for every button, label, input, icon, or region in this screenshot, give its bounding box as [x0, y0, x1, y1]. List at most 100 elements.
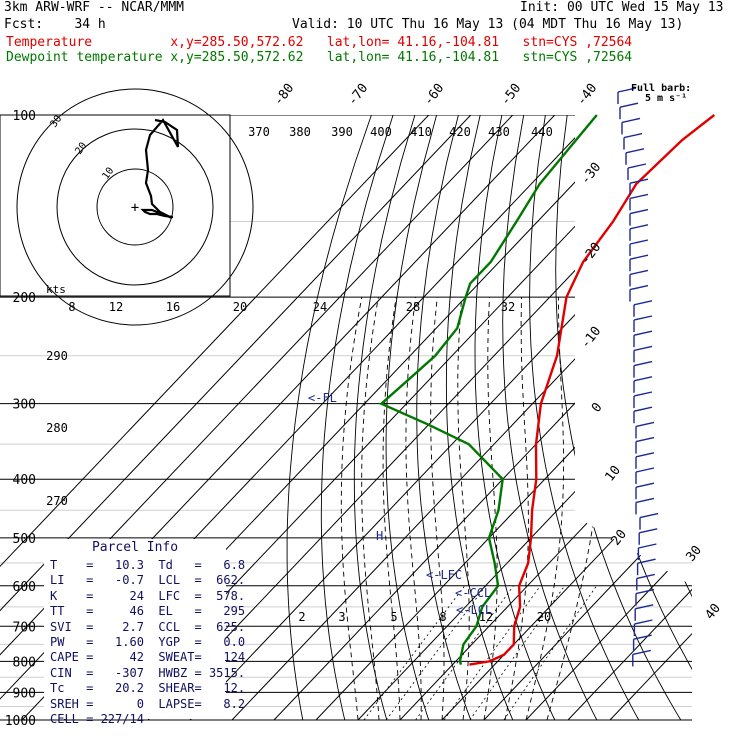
theta-label: 290 — [46, 349, 68, 363]
pressure-label: 300 — [13, 398, 36, 413]
dry-adiabat — [555, 115, 682, 720]
parcel-level-marker: <-LCL — [456, 603, 492, 617]
dry-adiabat — [605, 115, 692, 720]
hodograph-ring — [16, 88, 254, 326]
parcel-cell: CELL = 227/14 — [50, 711, 144, 726]
moist-adiabat — [546, 297, 604, 720]
mixing-ratio-line — [503, 585, 597, 720]
isotherm-line — [0, 115, 514, 720]
hodograph-origin: + — [131, 200, 139, 216]
isotherm-label: 10 — [603, 463, 624, 485]
wind-barb — [635, 467, 655, 473]
dry-adiabat — [445, 115, 514, 720]
moist-adiabat — [340, 297, 363, 720]
parcel-info-panel: Parcel Info T = 10.3 Td = 6.8 LI = -0.7 L… — [44, 539, 246, 726]
theta-label: 420 — [449, 125, 471, 139]
parcel-row: SVI = 2.7 CCL = 625. — [50, 619, 246, 634]
ring-value-label: 28 — [406, 300, 420, 314]
hodograph-units: kts — [46, 283, 66, 296]
hodograph-ring — [56, 128, 214, 286]
wind-barb — [627, 163, 647, 169]
valid-time: Valid: 10 UTC Thu 16 May 13 (04 MDT Thu … — [292, 17, 684, 32]
init-time: Init: 00 UTC Wed 15 May 13 — [520, 0, 724, 15]
wind-barb — [638, 543, 657, 549]
theta-label: 270 — [46, 494, 68, 508]
wind-barb — [635, 604, 654, 610]
dry-adiabat — [474, 115, 556, 720]
pressure-label: 900 — [13, 686, 36, 701]
dry-adiabat — [675, 115, 692, 720]
wind-barb — [633, 391, 653, 397]
top-blank — [0, 97, 740, 115]
mixing-ratio-line — [469, 585, 566, 720]
wind-barb — [633, 360, 653, 367]
wind-barb — [629, 193, 649, 200]
hodograph-box — [0, 114, 231, 297]
ring-value-label: 24 — [313, 300, 327, 314]
wind-barb — [639, 512, 659, 519]
parcel-row: CIN = -307 HWBZ = 3515. — [50, 665, 246, 680]
moist-adiabat — [361, 297, 380, 720]
dry-adiabat — [720, 115, 740, 720]
ring-value-label: 16 — [166, 300, 180, 314]
pressure-label: 800 — [13, 655, 36, 670]
parcel-row: SREH = 0 LAPSE= 8.2 — [50, 696, 246, 711]
pressure-label: 200 — [13, 291, 36, 306]
wind-barb — [629, 254, 649, 260]
wind-barb — [633, 330, 653, 336]
wind-barb — [635, 588, 655, 595]
theta-label: 370 — [248, 125, 270, 139]
mixing-ratio-line — [415, 585, 514, 720]
wind-barb — [639, 528, 658, 534]
wind-barb — [629, 208, 649, 215]
wind-barb — [621, 117, 641, 124]
dry-adiabat — [580, 115, 692, 720]
wind-barb — [634, 619, 653, 625]
wind-barb — [633, 345, 653, 352]
dry-adiabat — [385, 115, 438, 720]
wind-barb — [629, 224, 649, 230]
moist-adiabat — [382, 297, 401, 720]
parcel-row: Tc = 20.2 SHEAR= 12. — [50, 681, 246, 696]
theta-label: 410 — [410, 125, 432, 139]
parcel-row: K = 24 LFC = 578. — [50, 588, 246, 603]
isotherm-line — [357, 115, 692, 720]
wind-barb — [636, 573, 655, 580]
isotherm-line — [0, 115, 472, 720]
parcel-info-title: Parcel Info — [91, 540, 179, 555]
ring-value-label: 12 — [109, 300, 123, 314]
hodograph-ring — [96, 168, 174, 246]
mixing-ratio-label: 3 — [338, 610, 345, 624]
parcel-row: TT = 46 EL = 295 — [50, 604, 246, 619]
dewpoint-profile — [379, 114, 598, 665]
ring-value-label: 8 — [68, 300, 75, 314]
dry-adiabat — [652, 115, 692, 720]
barb-legend-unit: 5 m s⁻¹ — [645, 93, 688, 104]
ring-value-label: 32 — [501, 300, 515, 314]
forecast-hour: Fcst: 34 h — [4, 17, 106, 32]
parcel-level-marker: <-FL — [308, 391, 337, 405]
model-title: 3km ARW-WRF -- NCAR/MMM — [4, 0, 185, 15]
theta-label: 430 — [488, 125, 510, 139]
isotherm-line — [567, 115, 692, 720]
moist-adiabat — [525, 297, 565, 720]
mixing-ratio-label: 12 — [479, 610, 493, 624]
pressure-label: 1000 — [5, 714, 36, 729]
dry-adiabat — [502, 115, 598, 720]
wind-barb — [635, 452, 655, 458]
mixing-ratio-label: 8 — [439, 610, 446, 624]
wind-barb — [637, 558, 656, 564]
parcel-row: LI = -0.7 LCL = 662. — [50, 573, 246, 588]
theta-label: 390 — [331, 125, 353, 139]
barb-legend: Full barb: 5 m s⁻¹ — [621, 84, 691, 104]
isotherm-line — [231, 115, 692, 720]
wind-barb — [629, 178, 649, 184]
dry-adiabat — [286, 115, 372, 720]
wind-barb — [625, 148, 645, 154]
hodograph-trace — [140, 118, 180, 220]
wind-barb — [633, 376, 653, 382]
isotherm-label: -30 — [578, 160, 604, 188]
pressure-label: 400 — [13, 473, 36, 488]
dry-adiabat — [629, 115, 692, 720]
